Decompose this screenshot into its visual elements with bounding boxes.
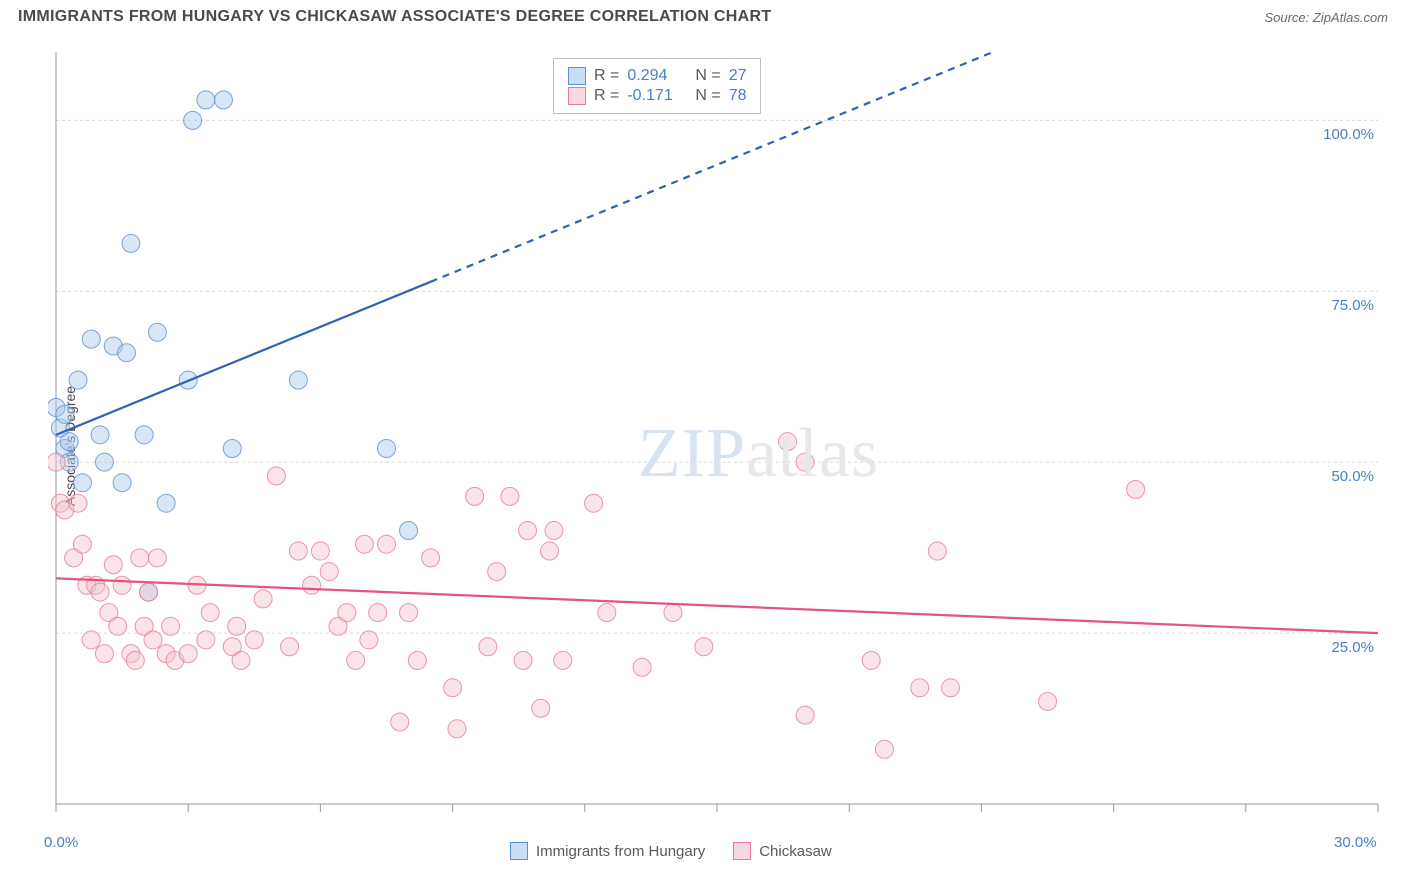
r-label: R = <box>594 67 619 85</box>
n-value: 78 <box>729 87 747 105</box>
legend-correlation-row: R = -0.171 N = 78 <box>568 87 746 105</box>
r-value: -0.171 <box>627 87 687 105</box>
y-tick-label: 75.0% <box>1318 297 1374 314</box>
legend-series: Immigrants from Hungary Chickasaw <box>510 842 832 860</box>
legend-correlation-row: R = 0.294 N = 27 <box>568 67 746 85</box>
chart-title: IMMIGRANTS FROM HUNGARY VS CHICKASAW ASS… <box>18 8 771 26</box>
legend-swatch <box>568 87 586 105</box>
y-tick-label: 100.0% <box>1318 126 1374 143</box>
r-label: R = <box>594 87 619 105</box>
r-value: 0.294 <box>627 67 687 85</box>
x-tick-label: 30.0% <box>1334 834 1377 851</box>
chart-header: IMMIGRANTS FROM HUNGARY VS CHICKASAW ASS… <box>0 0 1406 32</box>
legend-correlation: R = 0.294 N = 27 R = -0.171 N = 78 <box>553 58 761 114</box>
legend-swatch <box>510 842 528 860</box>
legend-series-item: Chickasaw <box>733 842 832 860</box>
chart-source: Source: ZipAtlas.com <box>1264 10 1388 25</box>
scatter-plot <box>48 44 1388 834</box>
legend-swatch <box>733 842 751 860</box>
chart-area: ZIPatlas R =0.294N =27R =-0.171N =78 Imm… <box>48 44 1388 834</box>
x-tick-label: 0.0% <box>44 834 78 851</box>
legend-series-label: Chickasaw <box>759 843 832 860</box>
n-label: N = <box>695 67 720 85</box>
legend-series-item: Immigrants from Hungary <box>510 842 705 860</box>
n-value: 27 <box>729 67 747 85</box>
y-tick-label: 50.0% <box>1318 468 1374 485</box>
y-tick-label: 25.0% <box>1318 639 1374 656</box>
legend-swatch <box>568 67 586 85</box>
n-label: N = <box>695 87 720 105</box>
legend-series-label: Immigrants from Hungary <box>536 843 705 860</box>
